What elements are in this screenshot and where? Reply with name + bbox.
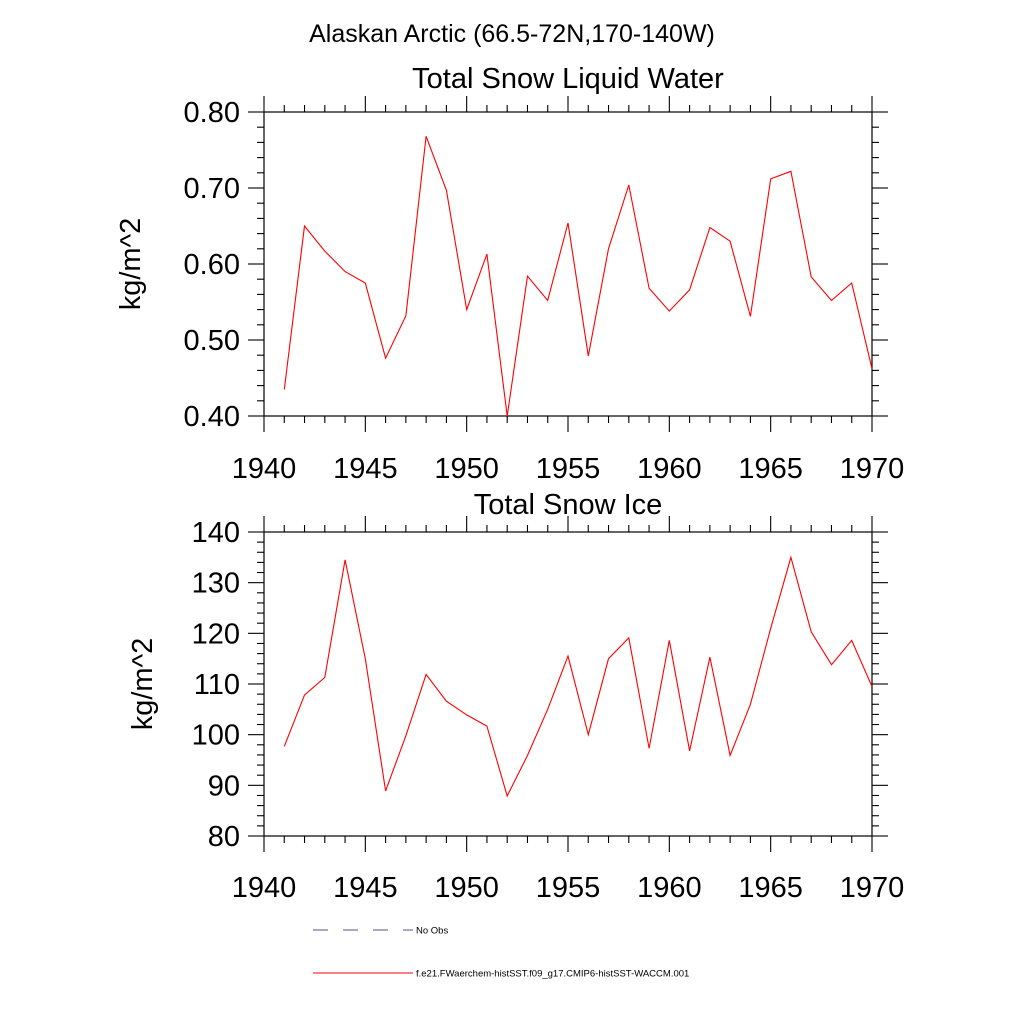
- x-tick-label: 1950: [434, 872, 499, 904]
- y-tick-label: 0.70: [184, 173, 240, 205]
- x-tick-label: 1945: [333, 872, 398, 904]
- y-tick-label: 0.50: [184, 325, 240, 357]
- chart-title: Total Snow Liquid Water: [412, 63, 724, 95]
- x-tick-label: 1970: [840, 453, 905, 485]
- y-axis-label: kg/m^2: [127, 638, 159, 731]
- x-tick-label: 1960: [637, 872, 702, 904]
- x-tick-label: 1955: [536, 872, 601, 904]
- chart-panel-snow-liquid-water: Total Snow Liquid Water kg/m^2 1940 1945 195…: [115, 63, 904, 485]
- y-tick-label: 120: [192, 618, 240, 650]
- y-tick-label: 90: [208, 770, 240, 802]
- y-tick-label: 0.80: [184, 97, 240, 129]
- x-tick-label: 1960: [637, 453, 702, 485]
- y-tick-label: 110: [194, 669, 240, 701]
- x-tick-label: 1970: [840, 872, 905, 904]
- x-tick-label: 1950: [434, 453, 499, 485]
- chart-panel-snow-ice: Total Snow Ice kg/m^2 1940 1945 1950 1955 1960…: [127, 489, 904, 904]
- y-axis-label: kg/m^2: [115, 218, 147, 311]
- legend-label: f.e21.FWaerchem-histSST.f09_g17.CMIP6-hi…: [416, 969, 689, 980]
- series-line: [283, 555, 873, 798]
- y-tick-label: 130: [192, 568, 240, 600]
- legend: No Obs f.e21.FWaerchem-histSST.f09_g17.CM…: [313, 926, 689, 980]
- legend-label: No Obs: [416, 926, 448, 937]
- y-tick-label: 0.40: [184, 401, 240, 433]
- x-tick-label: 1965: [738, 453, 803, 485]
- series-line: [283, 136, 873, 417]
- x-tick-label: 1940: [232, 872, 297, 904]
- y-tick-label: 100: [192, 720, 240, 752]
- y-tick-label: 80: [208, 821, 240, 853]
- y-tick-label: 0.60: [184, 249, 240, 281]
- x-tick-label: 1955: [536, 453, 601, 485]
- figure-title: Alaskan Arctic (66.5-72N,170-140W): [309, 20, 715, 48]
- plot-frame: [263, 111, 873, 417]
- chart-title: Total Snow Ice: [474, 489, 663, 521]
- x-tick-label: 1945: [333, 453, 398, 485]
- x-tick-label: 1965: [738, 872, 803, 904]
- plot-frame: [263, 531, 873, 837]
- y-tick-label: 140: [192, 517, 240, 549]
- x-tick-label: 1940: [232, 453, 297, 485]
